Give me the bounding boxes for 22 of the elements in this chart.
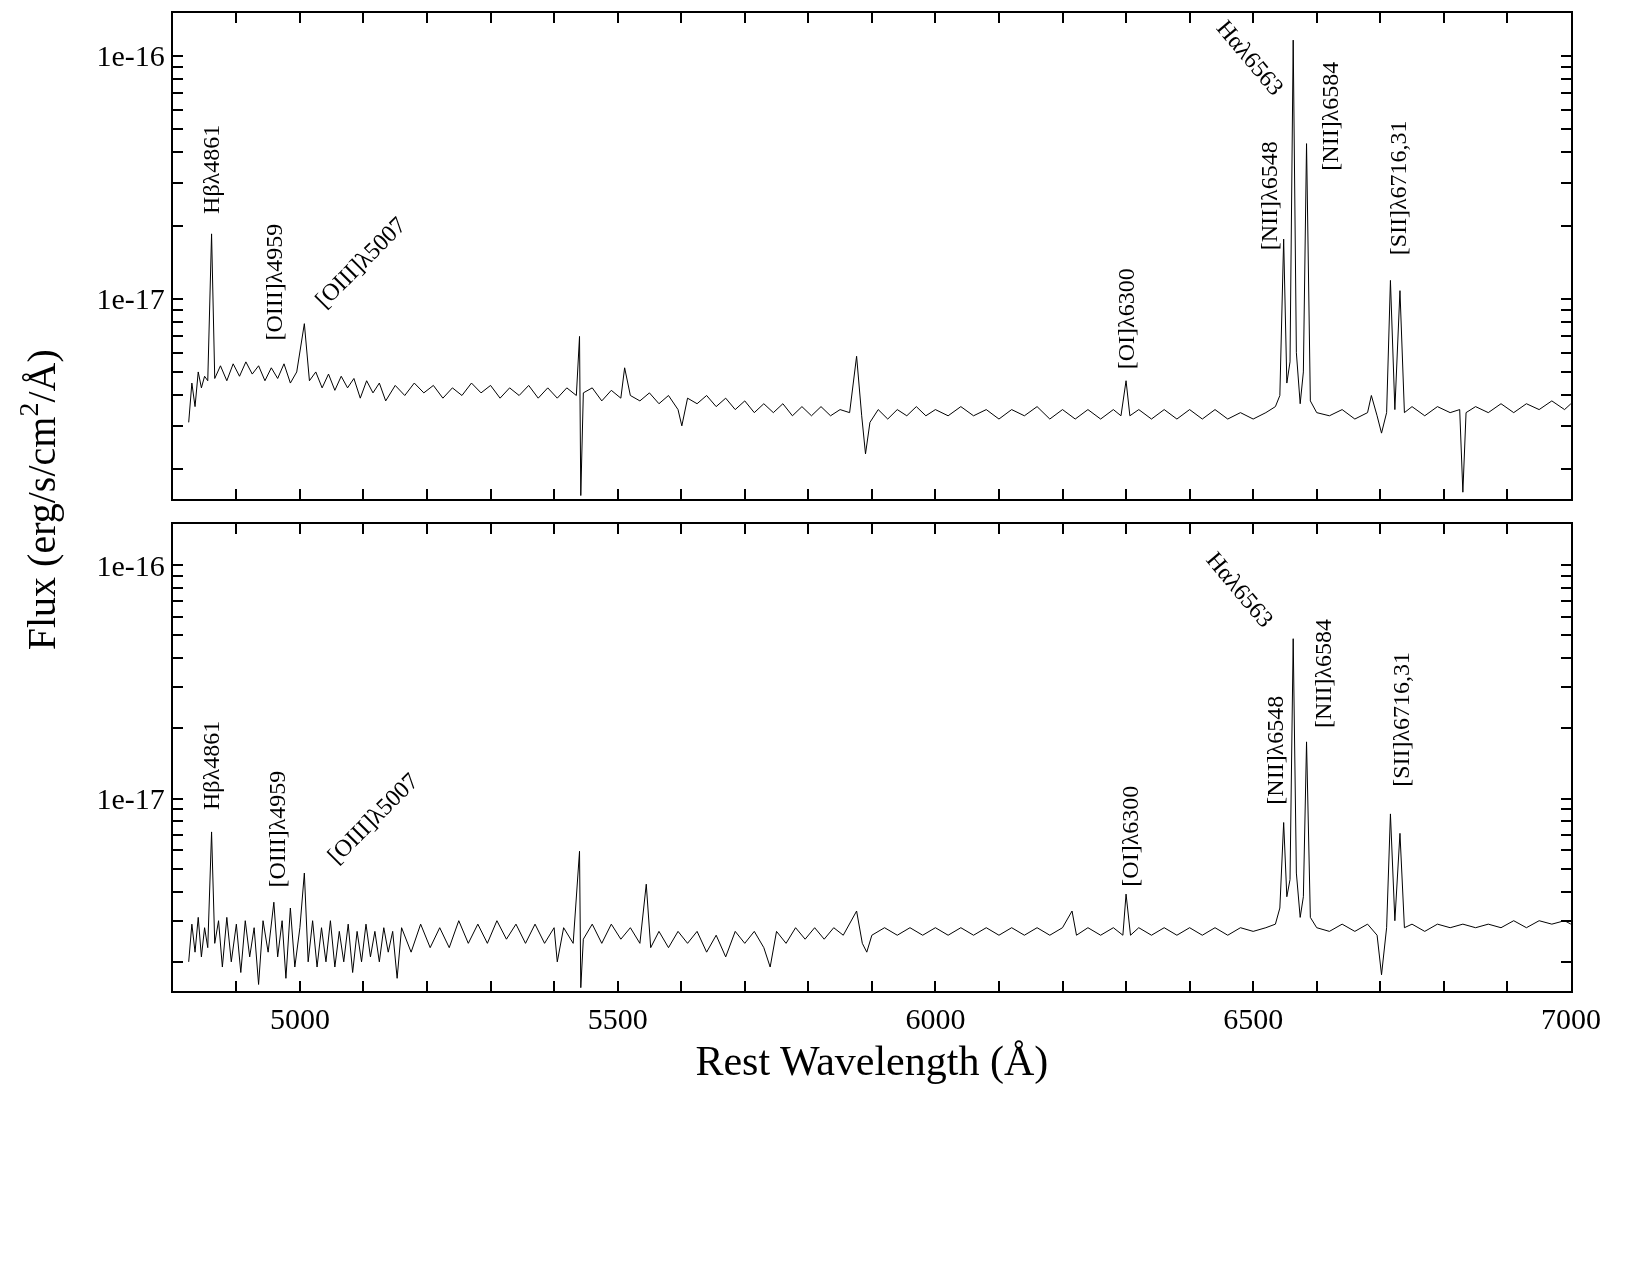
x-axis-title: Rest Wavelength (Å) xyxy=(695,1038,1049,1086)
annotation: [NII]λ6548 xyxy=(1261,695,1288,805)
annotation: [NII]λ6584 xyxy=(1317,61,1344,171)
x-tick-label: 6000 xyxy=(905,1002,966,1035)
annotation: [SII]λ6716,31 xyxy=(1384,120,1411,256)
x-tick-label: 6500 xyxy=(1223,1002,1284,1035)
y-tick-label: 1e-16 xyxy=(96,39,165,73)
annotation: [OI]λ6300 xyxy=(1117,785,1144,887)
annotation: [SII]λ6716,31 xyxy=(1388,651,1415,787)
annotation: [NII]λ6584 xyxy=(1310,618,1337,728)
y-tick-label: 1e-17 xyxy=(96,782,165,816)
x-tick-label: 5000 xyxy=(269,1002,330,1035)
annotation: [OIII]λ4959 xyxy=(264,770,291,888)
y-tick-label: 1e-16 xyxy=(96,548,165,582)
annotation: [OI]λ6300 xyxy=(1112,268,1139,370)
y-tick-label: 1e-17 xyxy=(96,282,165,316)
x-tick-label: 5500 xyxy=(587,1002,648,1035)
annotation: [NII]λ6548 xyxy=(1256,141,1283,251)
x-tick-label: 7000 xyxy=(1540,1002,1601,1035)
annotation: Hβλ4861 xyxy=(198,720,225,810)
annotation: [OIII]λ4959 xyxy=(261,223,287,341)
annotation: Hβλ4861 xyxy=(198,124,225,214)
